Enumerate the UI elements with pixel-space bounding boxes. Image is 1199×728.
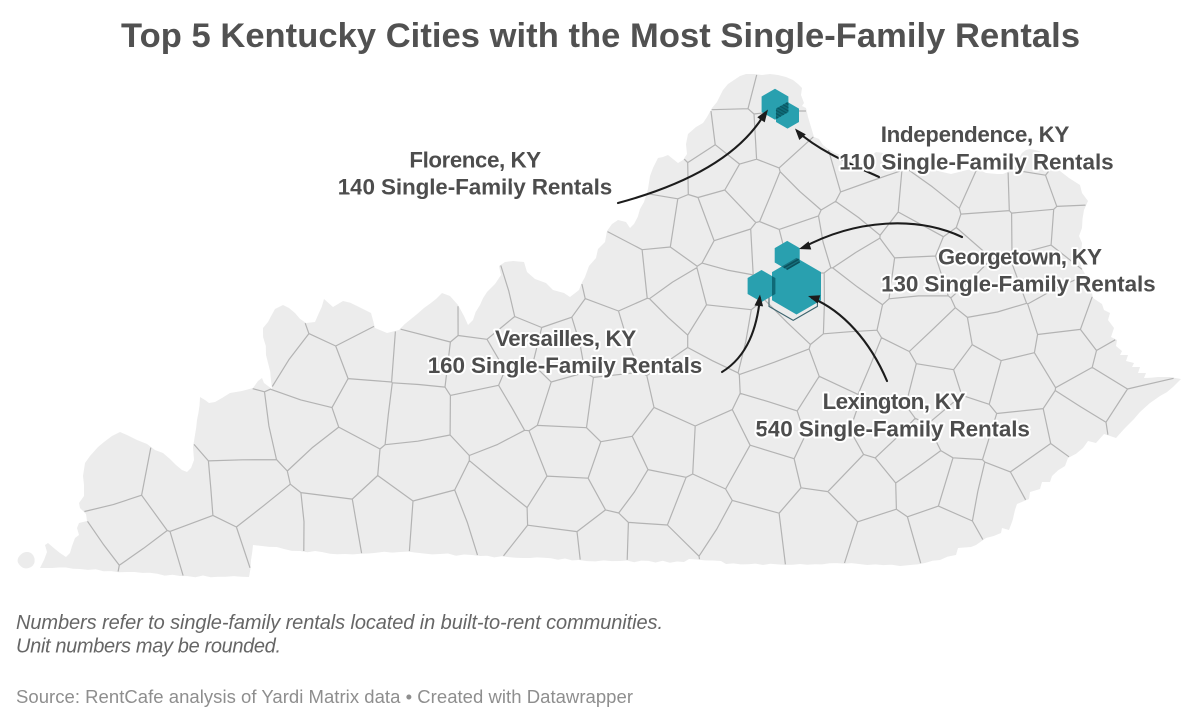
svg-text:Florence, KY: Florence, KY — [409, 148, 541, 173]
svg-text:Top 5 Kentucky Cities with the: Top 5 Kentucky Cities with the Most Sing… — [121, 17, 1080, 55]
svg-text:Versailles, KY: Versailles, KY — [495, 326, 636, 351]
svg-text:Independence, KY: Independence, KY — [881, 122, 1070, 147]
svg-text:140 Single-Family Rentals: 140 Single-Family Rentals — [338, 175, 613, 200]
svg-text:540 Single-Family Rentals: 540 Single-Family Rentals — [755, 416, 1029, 441]
svg-text:Numbers refer to single-family: Numbers refer to single-family rentals l… — [16, 612, 663, 634]
svg-text:Lexington, KY: Lexington, KY — [823, 389, 966, 414]
svg-text:Unit numbers may be rounded.: Unit numbers may be rounded. — [16, 636, 281, 658]
svg-text:Source: RentCafe analysis of Y: Source: RentCafe analysis of Yardi Matri… — [16, 686, 633, 707]
svg-text:130 Single-Family Rentals: 130 Single-Family Rentals — [881, 272, 1156, 297]
svg-text:110 Single-Family Rentals: 110 Single-Family Rentals — [839, 150, 1114, 175]
svg-text:Georgetown, KY: Georgetown, KY — [938, 245, 1102, 270]
svg-text:160 Single-Family Rentals: 160 Single-Family Rentals — [428, 353, 703, 378]
